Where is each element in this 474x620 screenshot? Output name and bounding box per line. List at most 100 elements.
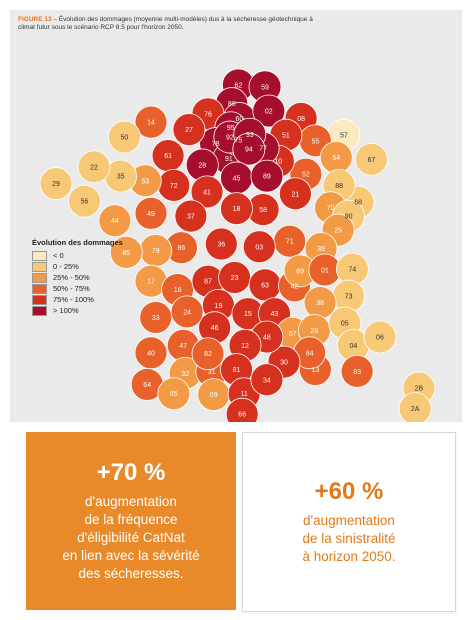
department-2A-shape [398,392,432,422]
department-58-label: 58 [259,207,267,214]
department-49-shape [134,196,168,230]
legend-swatch [32,294,47,305]
department-37-label: 37 [187,214,195,221]
department-24-label: 24 [183,309,191,316]
department-21-label: 21 [292,191,300,198]
department-91-label: 91 [225,156,233,163]
legend-title: Évolution des dommages [32,238,123,247]
legend-swatch [32,250,47,261]
department-67-shape [354,142,388,176]
department-09-label: 09 [210,392,218,399]
department-44-label: 44 [111,218,119,225]
department-34-shape [250,363,284,397]
department-94-label: 94 [245,147,253,154]
department-39-label: 39 [317,246,325,253]
department-56-shape [68,184,101,218]
department-48-label: 48 [263,334,271,341]
figure-caption-text: Évolution des dommages (moyenne multi-mo… [18,16,313,31]
department-90-label: 90 [345,214,353,221]
department-74-label: 74 [349,267,357,274]
stat-line: d'augmentation [85,494,177,509]
department-42-label: 42 [291,283,299,290]
department-62-label: 62 [235,82,243,89]
department-89-label: 89 [263,174,271,181]
department-27-shape [172,113,206,146]
department-22-label: 22 [90,164,98,171]
department-84-label: 84 [306,350,314,357]
department-50-label: 50 [121,135,129,142]
department-75-label: 75 [235,137,243,144]
department-14-label: 14 [147,120,155,127]
department-51-label: 51 [282,133,290,140]
department-83-shape [340,354,374,388]
stat-line: d'augmentation [303,513,395,528]
department-82-shape [191,337,225,371]
department-85-shape [109,235,143,269]
department-65-shape [157,377,191,411]
department-16-label: 16 [174,287,182,294]
department-17-label: 17 [147,279,155,286]
department-56-label: 56 [81,199,89,206]
department-2A-label: 2A [411,406,420,413]
department-60-label: 60 [235,116,243,123]
department-38-label: 38 [316,300,324,307]
department-81-label: 81 [233,367,241,374]
legend-swatch [32,272,47,283]
department-33-shape [139,301,173,334]
legend-swatch [32,305,47,316]
stat-line: à horizon 2050. [302,549,396,564]
department-02-label: 02 [265,109,273,116]
department-79-label: 79 [152,248,160,255]
department-35-label: 35 [117,174,125,181]
legend-item: 25% - 50% [32,272,152,283]
department-18-shape [220,192,253,226]
legend-item: 0 - 25% [32,261,152,272]
department-83-label: 83 [353,369,361,376]
department-76-label: 76 [204,111,212,118]
department-36-label: 36 [217,241,225,248]
department-41-shape [190,175,224,209]
department-07-label: 07 [289,331,297,338]
department-43-label: 43 [271,311,279,318]
department-29-shape [39,167,73,200]
france-map: 62 59 80 76 60 02 08 57 55 54 67 68 88 51 52 10 77 95 78 91… [39,68,436,422]
department-89-shape [250,159,284,193]
department-54-label: 54 [332,155,340,162]
legend-item: 50% - 75% [32,283,152,294]
department-2B-label: 2B [415,386,424,393]
legend-label: 0 - 25% [53,262,79,271]
department-03-shape [242,230,276,264]
department-40-label: 40 [147,350,155,357]
department-21-shape [278,177,312,211]
department-70-label: 70 [327,205,335,212]
department-92-label: 92 [226,135,234,142]
legend-label: 50% - 75% [53,284,90,293]
department-44-shape [98,204,132,238]
department-46-label: 46 [211,325,219,332]
department-49-label: 49 [147,211,155,218]
department-86-label: 86 [178,245,186,252]
stat-line: des sécheresses. [78,566,184,581]
department-30-label: 30 [280,360,288,367]
department-53-label: 53 [141,178,149,185]
department-95-label: 95 [227,125,235,132]
department-52-label: 52 [302,172,310,179]
legend-label: 25% - 50% [53,273,90,282]
stat-line: d'éligibilité CatNat [77,530,185,545]
department-65-label: 65 [170,391,178,398]
department-41-label: 41 [203,189,211,196]
department-82-label: 82 [204,351,212,358]
department-80-label: 80 [228,101,236,108]
department-68-label: 68 [354,200,362,207]
department-66-label: 66 [238,412,246,419]
stat-text-catnat: d'augmentation de la fréquence d'éligibi… [62,493,199,583]
department-03-label: 03 [255,244,263,251]
department-34-label: 34 [263,377,271,384]
department-33-label: 33 [152,315,160,322]
department-19-label: 19 [215,303,223,310]
stat-value-sinistralite: +60 % [314,478,384,505]
legend-label: 75% - 100% [53,295,94,304]
department-11-label: 11 [240,391,247,398]
department-85-label: 85 [122,250,130,257]
department-10-label: 10 [274,159,282,166]
